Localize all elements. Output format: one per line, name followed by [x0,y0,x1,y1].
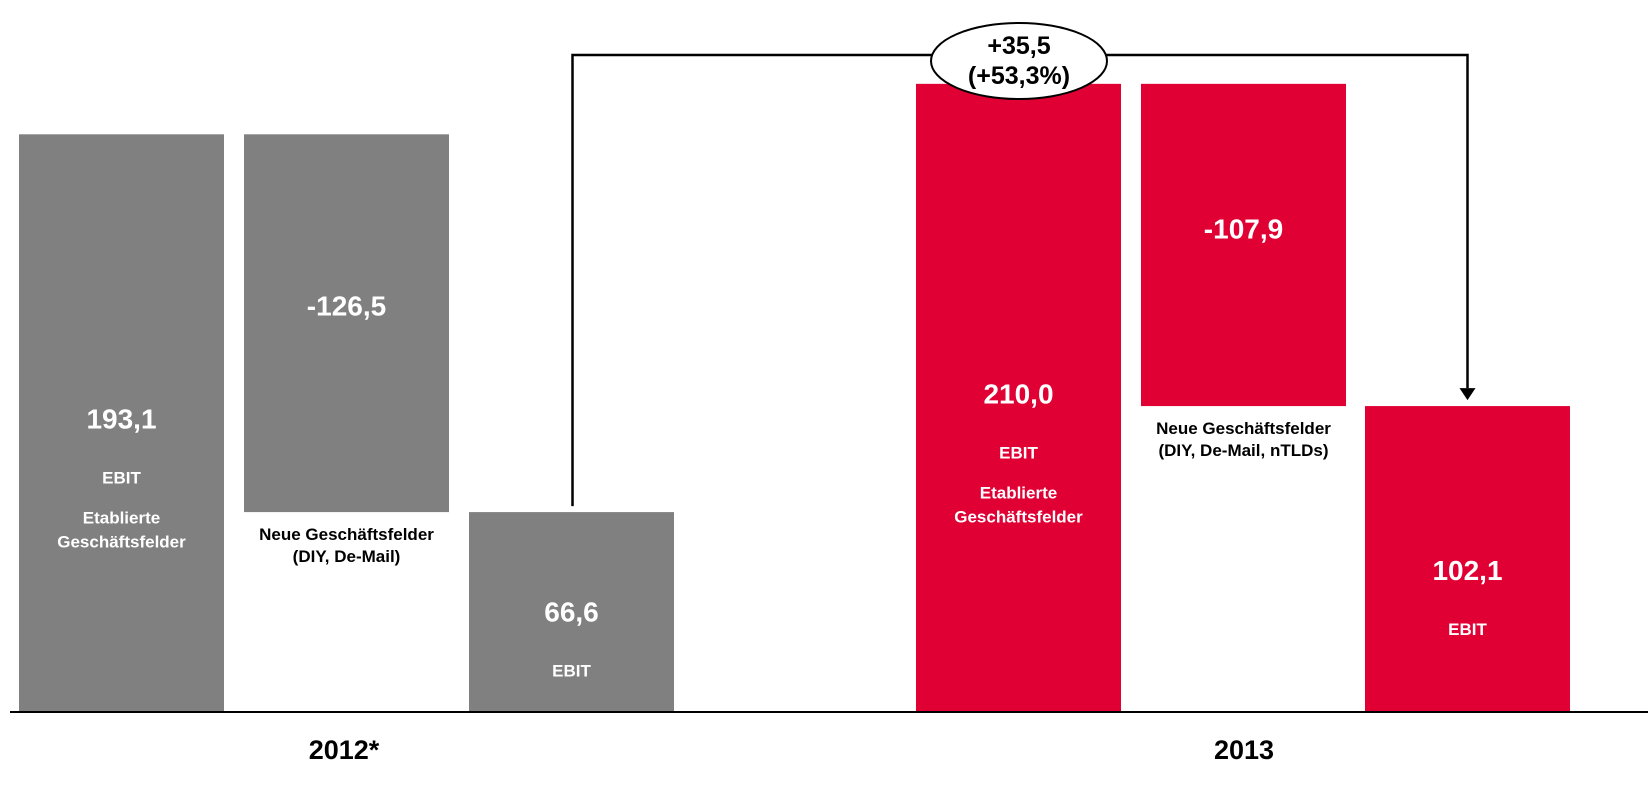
bar-inner-label: EBIT [1448,620,1487,639]
bar-inner-label: EBIT [552,661,591,680]
delta-ellipse [930,22,1108,100]
delta-value-label: +35,5 [987,32,1050,60]
bar-value-label: 66,6 [544,596,599,627]
bar-inner-label: Geschäftsfelder [57,532,186,551]
bar-inner-label: Etablierte [83,508,160,527]
bar-value-label: 102,1 [1432,555,1502,586]
bars-layer [19,83,1570,712]
bar-inner-label: Geschäftsfelder [954,508,1083,527]
bar-inner-label: EBIT [999,444,1038,463]
year-label: 2012* [309,735,380,765]
bar-category-label: Neue Geschäftsfelder [1156,419,1331,438]
labels-layer: 193,1 EBIT Etablierte Geschäftsfelder -126,5… [57,214,1502,681]
delta-percent-label: (+53,3%) [968,62,1070,90]
bar-value-label: 193,1 [86,403,156,434]
year-label: 2013 [1214,735,1274,765]
bar-category-label: (DIY, De-Mail) [293,547,401,566]
delta-annotation: +35,5(+53,3%) [571,22,1476,507]
bar-value-label: -107,9 [1204,214,1283,245]
bar-inner-label: EBIT [102,468,141,487]
group-labels: 2012* 2013 [309,735,1274,765]
bar-category-label: (DIY, De-Mail, nTLDs) [1158,441,1328,460]
bar-category-label: Neue Geschäftsfelder [259,525,434,544]
bar-inner-label: Etablierte [980,484,1057,503]
bar-2013-delta [1141,83,1346,407]
bar-value-label: -126,5 [307,291,386,322]
bar-2012-base [19,134,224,712]
bracket-right [1105,53,1469,389]
bar-2013-base [916,83,1121,712]
bar-2012-delta [244,134,449,513]
bracket-left [571,53,933,507]
arrow-head-icon [1459,388,1476,401]
bar-2013-total [1365,406,1570,711]
bar-value-label: 210,0 [983,379,1053,410]
bar-2012-total [469,512,674,711]
